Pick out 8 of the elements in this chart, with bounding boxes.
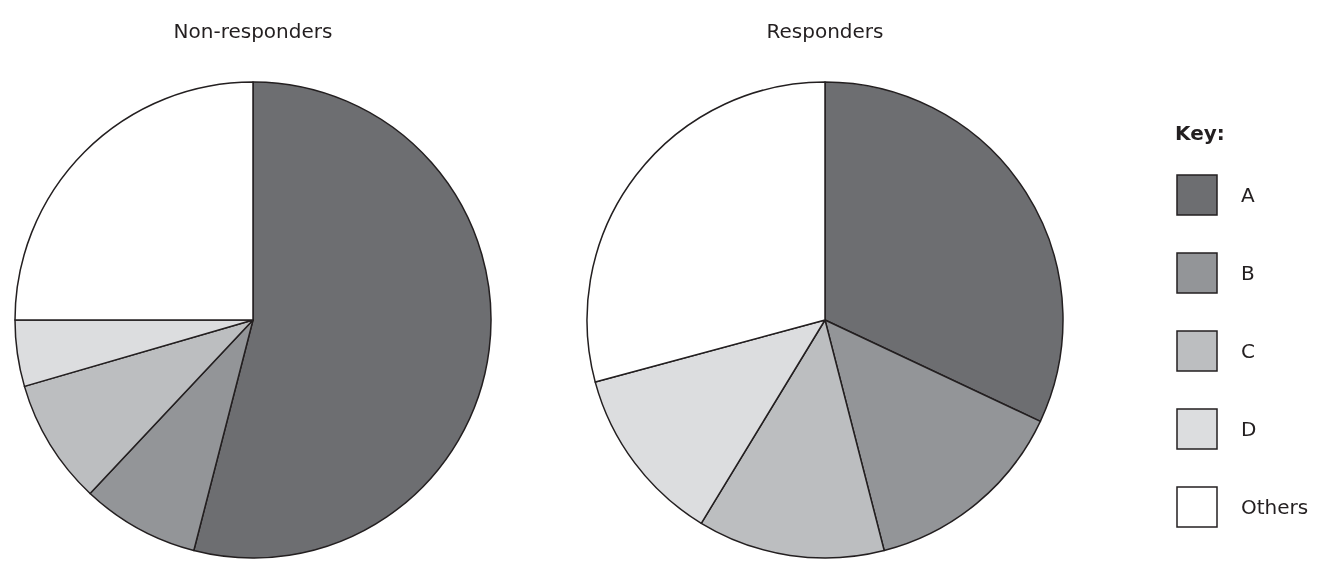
legend-label: B (1241, 261, 1255, 285)
chart-title: Responders (766, 19, 884, 43)
legend-label: C (1241, 339, 1255, 363)
legend-label: D (1241, 417, 1257, 441)
legend-label: A (1241, 183, 1255, 207)
legend-title: Key: (1175, 121, 1225, 145)
legend-label: Others (1241, 495, 1309, 519)
chart-title: Non-responders (173, 19, 333, 43)
